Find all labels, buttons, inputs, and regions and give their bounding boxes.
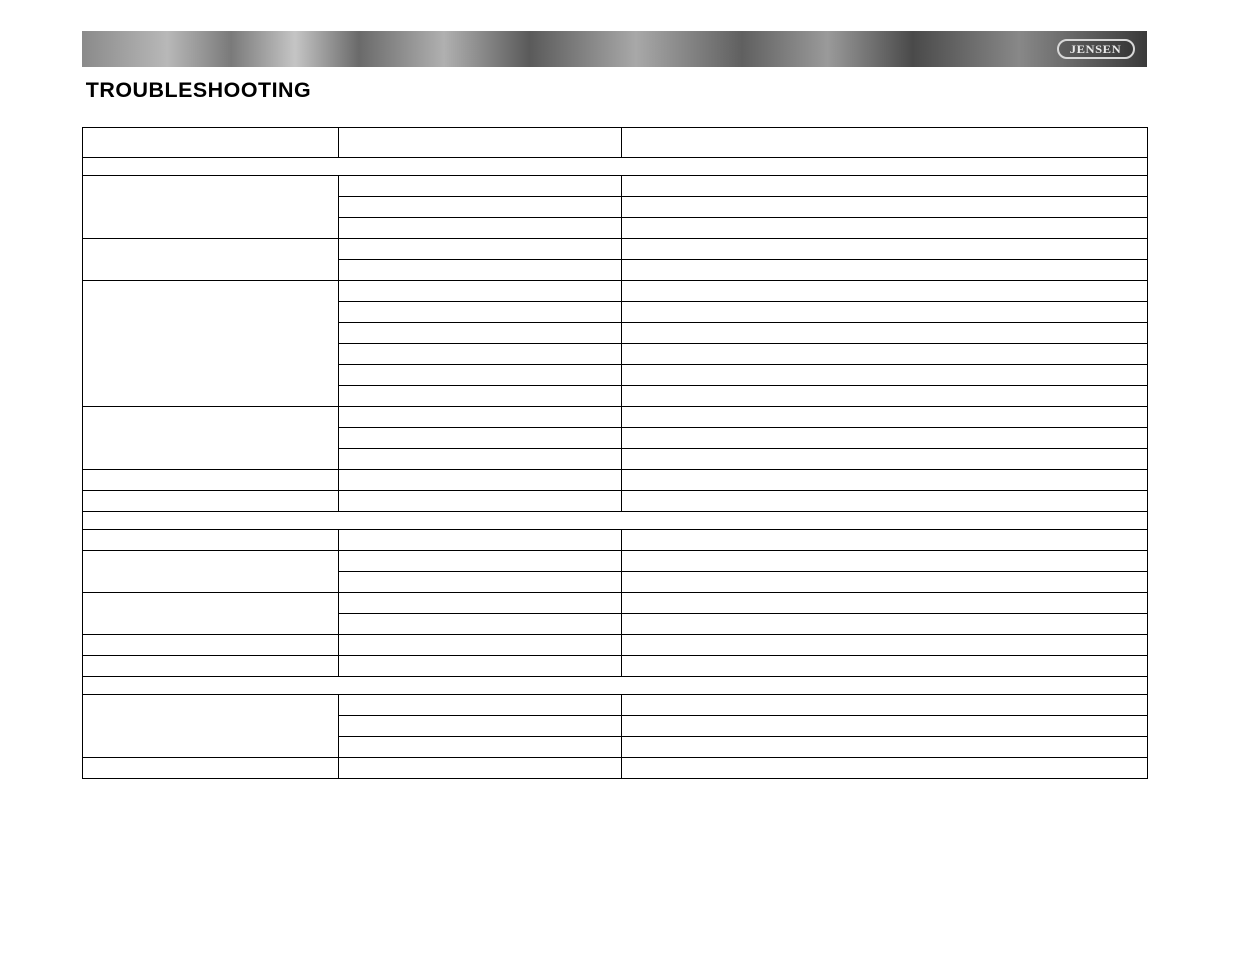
table-header-cell xyxy=(622,128,1148,158)
table-cell-cause xyxy=(339,386,622,407)
table-cell-problem xyxy=(83,695,339,758)
table-row xyxy=(83,551,1148,572)
table-cell-problem xyxy=(83,656,339,677)
table-row xyxy=(83,281,1148,302)
table-cell-action xyxy=(622,281,1148,302)
brand-logo-text: JENSEN xyxy=(1070,42,1121,57)
table-row xyxy=(83,635,1148,656)
header-banner: JENSEN xyxy=(82,31,1147,67)
table-cell-cause xyxy=(339,551,622,572)
table-section-row xyxy=(83,158,1148,176)
table-cell-problem xyxy=(83,407,339,470)
table-cell-action xyxy=(622,260,1148,281)
table-header-cell xyxy=(83,128,339,158)
table-cell-action xyxy=(622,695,1148,716)
table-cell-cause xyxy=(339,614,622,635)
table-cell-cause xyxy=(339,176,622,197)
table-section-row xyxy=(83,512,1148,530)
table-cell-action xyxy=(622,491,1148,512)
table-cell-action xyxy=(622,614,1148,635)
table-cell-cause xyxy=(339,302,622,323)
table-row xyxy=(83,239,1148,260)
table-cell-action xyxy=(622,344,1148,365)
table-cell-action xyxy=(622,716,1148,737)
table-row xyxy=(83,491,1148,512)
table-cell-action xyxy=(622,656,1148,677)
table-row xyxy=(83,530,1148,551)
table-section-cell xyxy=(83,512,1148,530)
table-cell-cause xyxy=(339,758,622,779)
table-cell-problem xyxy=(83,491,339,512)
table-cell-action xyxy=(622,386,1148,407)
table-cell-action xyxy=(622,449,1148,470)
table-cell-action xyxy=(622,758,1148,779)
table-cell-action xyxy=(622,407,1148,428)
table-cell-action xyxy=(622,428,1148,449)
table-cell-cause xyxy=(339,530,622,551)
table-row xyxy=(83,407,1148,428)
table-cell-action xyxy=(622,365,1148,386)
table-section-row xyxy=(83,677,1148,695)
table-cell-problem xyxy=(83,593,339,635)
table-row xyxy=(83,656,1148,677)
table-cell-cause xyxy=(339,218,622,239)
table-cell-problem xyxy=(83,239,339,281)
table-section-cell xyxy=(83,158,1148,176)
page-root: { "banner": { "background_gradient": ["#… xyxy=(0,0,1235,954)
table-cell-action xyxy=(622,635,1148,656)
table-cell-action xyxy=(622,593,1148,614)
table-cell-cause xyxy=(339,491,622,512)
table-cell-action xyxy=(622,239,1148,260)
brand-logo: JENSEN xyxy=(1057,39,1135,59)
table-cell-cause xyxy=(339,470,622,491)
table-cell-problem xyxy=(83,635,339,656)
table-cell-cause xyxy=(339,737,622,758)
table-cell-action xyxy=(622,737,1148,758)
table-row xyxy=(83,470,1148,491)
table-cell-problem xyxy=(83,281,339,407)
table-cell-cause xyxy=(339,716,622,737)
table-header-cell xyxy=(339,128,622,158)
table-cell-cause xyxy=(339,635,622,656)
table-row xyxy=(83,758,1148,779)
table-cell-problem xyxy=(83,551,339,593)
table-cell-action xyxy=(622,530,1148,551)
table-cell-cause xyxy=(339,656,622,677)
table-cell-action xyxy=(622,551,1148,572)
table-cell-action xyxy=(622,176,1148,197)
table-cell-problem xyxy=(83,530,339,551)
table-cell-cause xyxy=(339,281,622,302)
table-row xyxy=(83,695,1148,716)
table-cell-action xyxy=(622,218,1148,239)
table-cell-problem xyxy=(83,470,339,491)
table-cell-action xyxy=(622,470,1148,491)
table-cell-problem xyxy=(83,758,339,779)
table-cell-cause xyxy=(339,344,622,365)
table-cell-problem xyxy=(83,176,339,239)
table-cell-action xyxy=(622,197,1148,218)
table-cell-action xyxy=(622,572,1148,593)
table-cell-cause xyxy=(339,260,622,281)
table-header-row xyxy=(83,128,1148,158)
table-cell-cause xyxy=(339,407,622,428)
table-cell-cause xyxy=(339,323,622,344)
table-cell-cause xyxy=(339,365,622,386)
troubleshooting-table xyxy=(82,127,1148,779)
table-cell-cause xyxy=(339,428,622,449)
table-cell-action xyxy=(622,302,1148,323)
table-cell-cause xyxy=(339,572,622,593)
page-title: TROUBLESHOOTING xyxy=(86,79,311,103)
table-section-cell xyxy=(83,677,1148,695)
table-cell-cause xyxy=(339,695,622,716)
table-row xyxy=(83,593,1148,614)
table-cell-cause xyxy=(339,239,622,260)
table-cell-cause xyxy=(339,197,622,218)
table-cell-action xyxy=(622,323,1148,344)
table-cell-cause xyxy=(339,593,622,614)
table-cell-cause xyxy=(339,449,622,470)
table-row xyxy=(83,176,1148,197)
